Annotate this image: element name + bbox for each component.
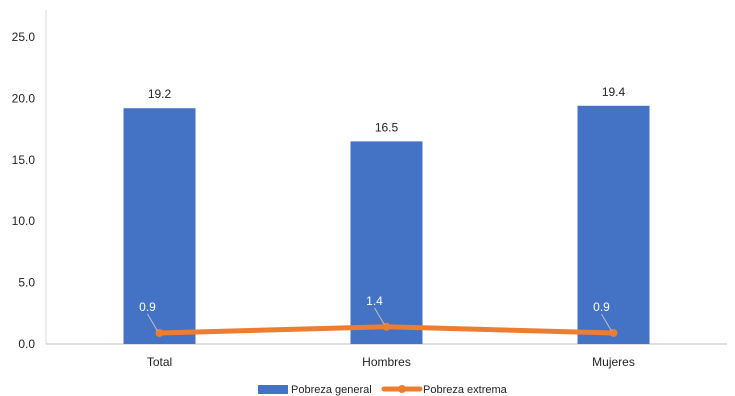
y-tick-label: 5.0 (18, 276, 35, 290)
y-tick-label: 25.0 (12, 30, 36, 44)
line-data-labels: 0.9 1.4 0.9 (139, 294, 612, 332)
line-value-label: 1.4 (366, 294, 383, 308)
legend-label-bar: Pobreza general (291, 384, 372, 396)
line-label-leader (374, 307, 385, 326)
legend-swatch-bar (258, 385, 288, 394)
bar-value-label: 19.4 (602, 85, 626, 99)
line-label-leader (601, 313, 612, 332)
legend-label-line: Pobreza extrema (423, 384, 508, 396)
bars (123, 105, 650, 344)
line-value-label: 0.9 (593, 300, 610, 314)
line-value-label: 0.9 (139, 300, 156, 314)
y-tick-label: 0.0 (18, 337, 35, 351)
bar-value-label: 19.2 (148, 87, 172, 101)
legend-swatch-marker (398, 385, 406, 393)
y-tick-label: 20.0 (12, 91, 36, 105)
bar-mujeres (577, 105, 650, 344)
y-tick-label: 10.0 (12, 214, 36, 228)
bar-value-label: 16.5 (375, 120, 399, 134)
x-category-label: Mujeres (592, 355, 635, 369)
bar-data-labels: 19.2 16.5 19.4 (148, 85, 626, 135)
line-label-leader (147, 313, 158, 332)
x-axis-categories: Total Hombres Mujeres (147, 355, 635, 369)
bar-hombres (350, 141, 423, 344)
legend: Pobreza general Pobreza extrema (258, 384, 508, 396)
y-tick-label: 15.0 (12, 153, 36, 167)
x-category-label: Total (147, 355, 172, 369)
bar-total (123, 108, 196, 344)
y-axis-ticks: 0.0 5.0 10.0 15.0 20.0 25.0 (12, 30, 36, 351)
x-category-label: Hombres (362, 355, 411, 369)
